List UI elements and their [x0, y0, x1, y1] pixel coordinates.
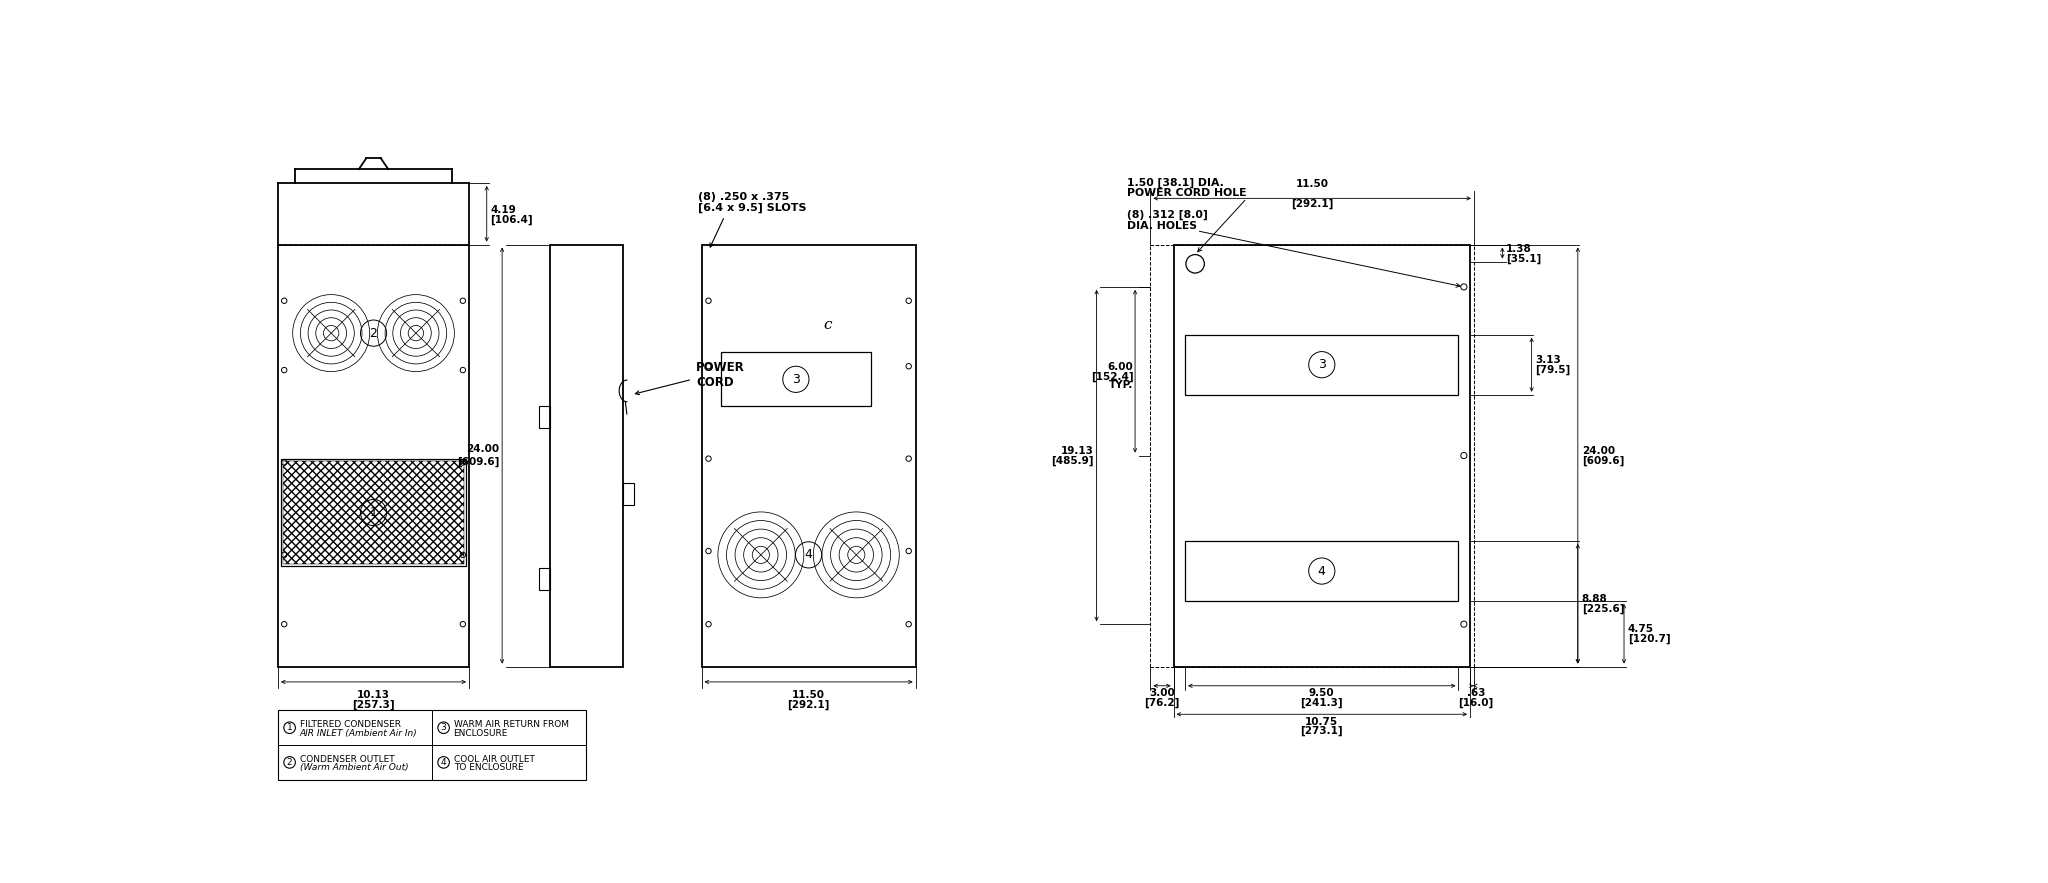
- Text: 4.75: 4.75: [1628, 624, 1655, 634]
- Text: c: c: [823, 319, 831, 332]
- Text: [609.6]: [609.6]: [457, 457, 500, 467]
- Text: TO ENCLOSURE: TO ENCLOSURE: [453, 763, 522, 773]
- Text: DIA. HOLES: DIA. HOLES: [1126, 221, 1198, 230]
- Bar: [623, 483, 633, 505]
- Text: [292.1]: [292.1]: [1290, 199, 1333, 208]
- Text: 4.19: 4.19: [492, 205, 516, 215]
- Text: 3: 3: [793, 373, 801, 386]
- Text: 11.50: 11.50: [1296, 179, 1329, 189]
- Text: FILTERED CONDENSER: FILTERED CONDENSER: [299, 721, 401, 729]
- Bar: [283, 461, 463, 564]
- Text: [241.3]: [241.3]: [1300, 698, 1343, 707]
- Text: 8.88: 8.88: [1581, 594, 1608, 604]
- Text: 2: 2: [287, 758, 293, 766]
- Text: 1.50 [38.1] DIA.: 1.50 [38.1] DIA.: [1126, 177, 1225, 187]
- Bar: [1186, 335, 1458, 395]
- Bar: [539, 406, 549, 428]
- Text: 4: 4: [1317, 564, 1325, 577]
- Text: 4: 4: [440, 758, 446, 766]
- Text: CONDENSER OUTLET: CONDENSER OUTLET: [299, 755, 395, 764]
- Text: 1: 1: [369, 506, 377, 519]
- Text: TYP.: TYP.: [1110, 380, 1133, 390]
- Text: [152.4]: [152.4]: [1092, 372, 1133, 381]
- Text: WARM AIR RETURN FROM: WARM AIR RETURN FROM: [453, 721, 569, 729]
- Text: 9.50: 9.50: [1309, 688, 1335, 698]
- Text: [225.6]: [225.6]: [1581, 604, 1624, 615]
- Bar: [279, 711, 586, 780]
- Text: ENCLOSURE: ENCLOSURE: [453, 728, 508, 737]
- Bar: [549, 245, 623, 667]
- Text: (8) .250 x .375: (8) .250 x .375: [698, 192, 788, 202]
- Bar: [1186, 541, 1458, 601]
- Text: 24.00: 24.00: [1581, 446, 1614, 456]
- Text: [6.4 x 9.5] SLOTS: [6.4 x 9.5] SLOTS: [698, 203, 807, 213]
- Bar: [721, 352, 870, 406]
- Text: [292.1]: [292.1]: [786, 699, 829, 710]
- Text: 24.00: 24.00: [467, 444, 500, 455]
- Text: [16.0]: [16.0]: [1458, 698, 1493, 707]
- Bar: [539, 568, 549, 590]
- Bar: [279, 245, 469, 667]
- Text: 6.00: 6.00: [1108, 362, 1133, 372]
- Text: POWER CORD HOLE: POWER CORD HOLE: [1126, 188, 1247, 199]
- Bar: [1174, 245, 1470, 667]
- Text: [273.1]: [273.1]: [1300, 726, 1343, 736]
- Text: 11.50: 11.50: [793, 691, 825, 700]
- Text: [106.4]: [106.4]: [492, 215, 532, 225]
- Text: [35.1]: [35.1]: [1505, 254, 1542, 264]
- Text: AIR INLET (Ambient Air In): AIR INLET (Ambient Air In): [299, 728, 418, 737]
- Text: 4: 4: [805, 548, 813, 562]
- Text: [485.9]: [485.9]: [1051, 456, 1094, 466]
- Text: 10.13: 10.13: [356, 691, 389, 700]
- Text: 1: 1: [287, 723, 293, 732]
- Text: [609.6]: [609.6]: [1581, 456, 1624, 466]
- Text: .63: .63: [1466, 688, 1485, 698]
- Text: [76.2]: [76.2]: [1145, 698, 1180, 707]
- Bar: [283, 461, 463, 564]
- Text: 1.38: 1.38: [1505, 245, 1532, 254]
- Text: POWER
CORD: POWER CORD: [696, 361, 745, 389]
- Text: 19.13: 19.13: [1061, 446, 1094, 456]
- Text: 10.75: 10.75: [1305, 717, 1337, 727]
- Bar: [702, 245, 915, 667]
- Text: [257.3]: [257.3]: [352, 699, 395, 710]
- Bar: [281, 458, 467, 566]
- Text: 3: 3: [440, 723, 446, 732]
- Text: 3: 3: [1317, 358, 1325, 371]
- Text: 2: 2: [369, 327, 377, 340]
- Text: 3.00: 3.00: [1149, 688, 1176, 698]
- Text: 3.13: 3.13: [1536, 355, 1561, 365]
- Text: [120.7]: [120.7]: [1628, 634, 1671, 645]
- Text: (8) .312 [8.0]: (8) .312 [8.0]: [1126, 209, 1208, 220]
- Text: COOL AIR OUTLET: COOL AIR OUTLET: [453, 755, 535, 764]
- Text: [79.5]: [79.5]: [1536, 365, 1571, 375]
- Text: (Warm Ambient Air Out): (Warm Ambient Air Out): [299, 763, 408, 773]
